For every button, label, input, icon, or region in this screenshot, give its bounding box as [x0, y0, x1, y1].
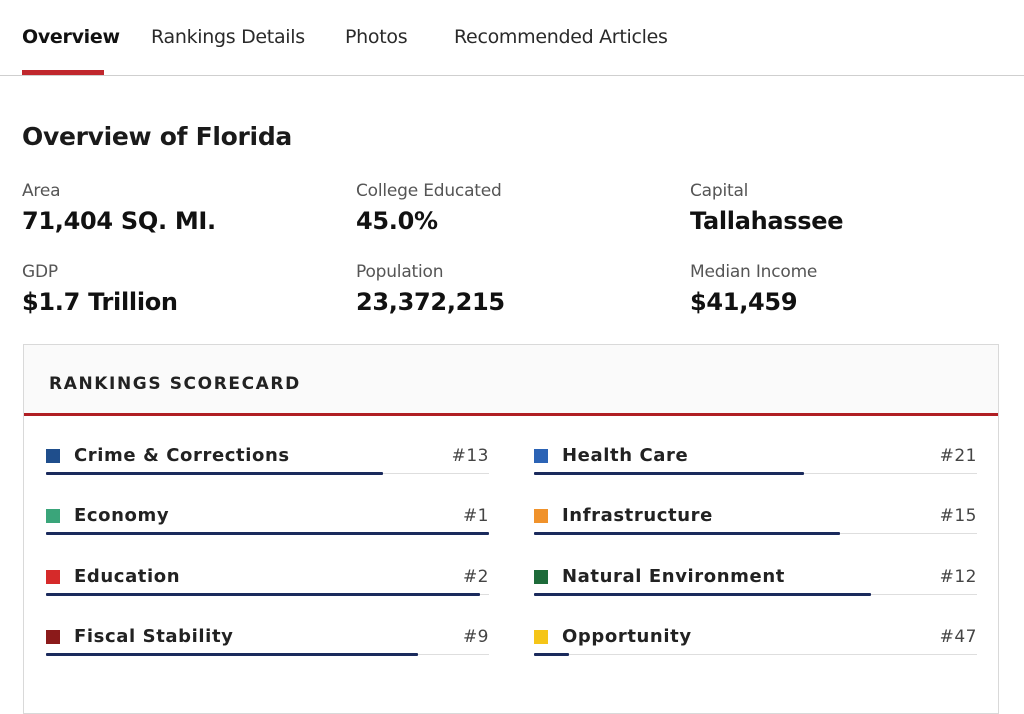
ranking-crime-corrections[interactable]: Crime & Corrections #13: [46, 445, 489, 487]
category-color-swatch: [46, 570, 60, 584]
category-color-swatch: [534, 570, 548, 584]
stat-label: GDP: [22, 262, 58, 282]
category-color-swatch: [46, 509, 60, 523]
tab-overview[interactable]: Overview: [22, 26, 120, 48]
tab-rankings-details[interactable]: Rankings Details: [151, 26, 305, 48]
ranking-infrastructure[interactable]: Infrastructure #15: [534, 505, 977, 547]
ranking-economy[interactable]: Economy #1: [46, 505, 489, 547]
ranking-value: #47: [939, 627, 977, 647]
stat-label: Capital: [690, 181, 749, 201]
ranking-value: #1: [462, 506, 489, 526]
ranking-value: #21: [939, 446, 977, 466]
ranking-health-care[interactable]: Health Care #21: [534, 445, 977, 487]
ranking-bar-fill: [46, 472, 383, 475]
category-color-swatch: [46, 630, 60, 644]
ranking-value: #12: [939, 567, 977, 587]
stat-value: 23,372,215: [356, 288, 505, 316]
ranking-bar-fill: [534, 593, 871, 596]
category-color-swatch: [534, 449, 548, 463]
ranking-name: Infrastructure: [562, 505, 713, 526]
ranking-name: Fiscal Stability: [74, 626, 234, 647]
stat-population: Population 23,372,215: [356, 262, 505, 316]
category-color-swatch: [534, 630, 548, 644]
stat-value: $1.7 Trillion: [22, 288, 178, 316]
category-color-swatch: [46, 449, 60, 463]
ranking-bar-track: [534, 654, 977, 655]
scorecard-header: RANKINGS SCORECARD: [24, 345, 998, 416]
ranking-name: Economy: [74, 505, 170, 526]
ranking-name: Health Care: [562, 445, 689, 466]
stat-value: Tallahassee: [690, 207, 844, 235]
ranking-bar-fill: [46, 532, 489, 535]
page-title: Overview of Florida: [22, 122, 292, 151]
stat-capital: Capital Tallahassee: [690, 181, 844, 235]
ranking-bar-fill: [534, 653, 570, 656]
category-color-swatch: [534, 509, 548, 523]
stat-label: Area: [22, 181, 61, 201]
ranking-value: #15: [939, 506, 977, 526]
ranking-bar-fill: [46, 593, 481, 596]
scorecard-title: RANKINGS SCORECARD: [49, 374, 301, 394]
tab-photos[interactable]: Photos: [345, 26, 408, 48]
stat-median-income: Median Income $41,459: [690, 262, 817, 316]
ranking-value: #9: [462, 627, 489, 647]
ranking-bar-fill: [46, 653, 419, 656]
stat-area: Area 71,404 SQ. MI.: [22, 181, 216, 235]
ranking-name: Crime & Corrections: [74, 445, 290, 466]
ranking-opportunity[interactable]: Opportunity #47: [534, 626, 977, 668]
ranking-education[interactable]: Education #2: [46, 566, 489, 608]
stat-college-educated: College Educated 45.0%: [356, 181, 502, 235]
ranking-fiscal-stability[interactable]: Fiscal Stability #9: [46, 626, 489, 668]
stat-label: Median Income: [690, 262, 818, 282]
ranking-bar-fill: [534, 472, 805, 475]
tab-recommended-articles[interactable]: Recommended Articles: [454, 26, 668, 48]
ranking-value: #2: [462, 567, 489, 587]
rankings-scorecard: RANKINGS SCORECARD Crime & Corrections #…: [23, 344, 999, 714]
stat-label: Population: [356, 262, 444, 282]
stat-value: $41,459: [690, 288, 798, 316]
active-tab-indicator: [22, 70, 104, 75]
stat-value: 45.0%: [356, 207, 438, 235]
stat-value: 71,404 SQ. MI.: [22, 207, 216, 235]
ranking-name: Education: [74, 566, 181, 587]
stat-label: College Educated: [356, 181, 502, 201]
ranking-name: Opportunity: [562, 626, 692, 647]
stat-gdp: GDP $1.7 Trillion: [22, 262, 178, 316]
ranking-bar-fill: [534, 532, 840, 535]
tab-bar: Overview Rankings Details Photos Recomme…: [0, 0, 1024, 76]
ranking-name: Natural Environment: [562, 566, 785, 587]
ranking-natural-environment[interactable]: Natural Environment #12: [534, 566, 977, 608]
ranking-value: #13: [451, 446, 489, 466]
